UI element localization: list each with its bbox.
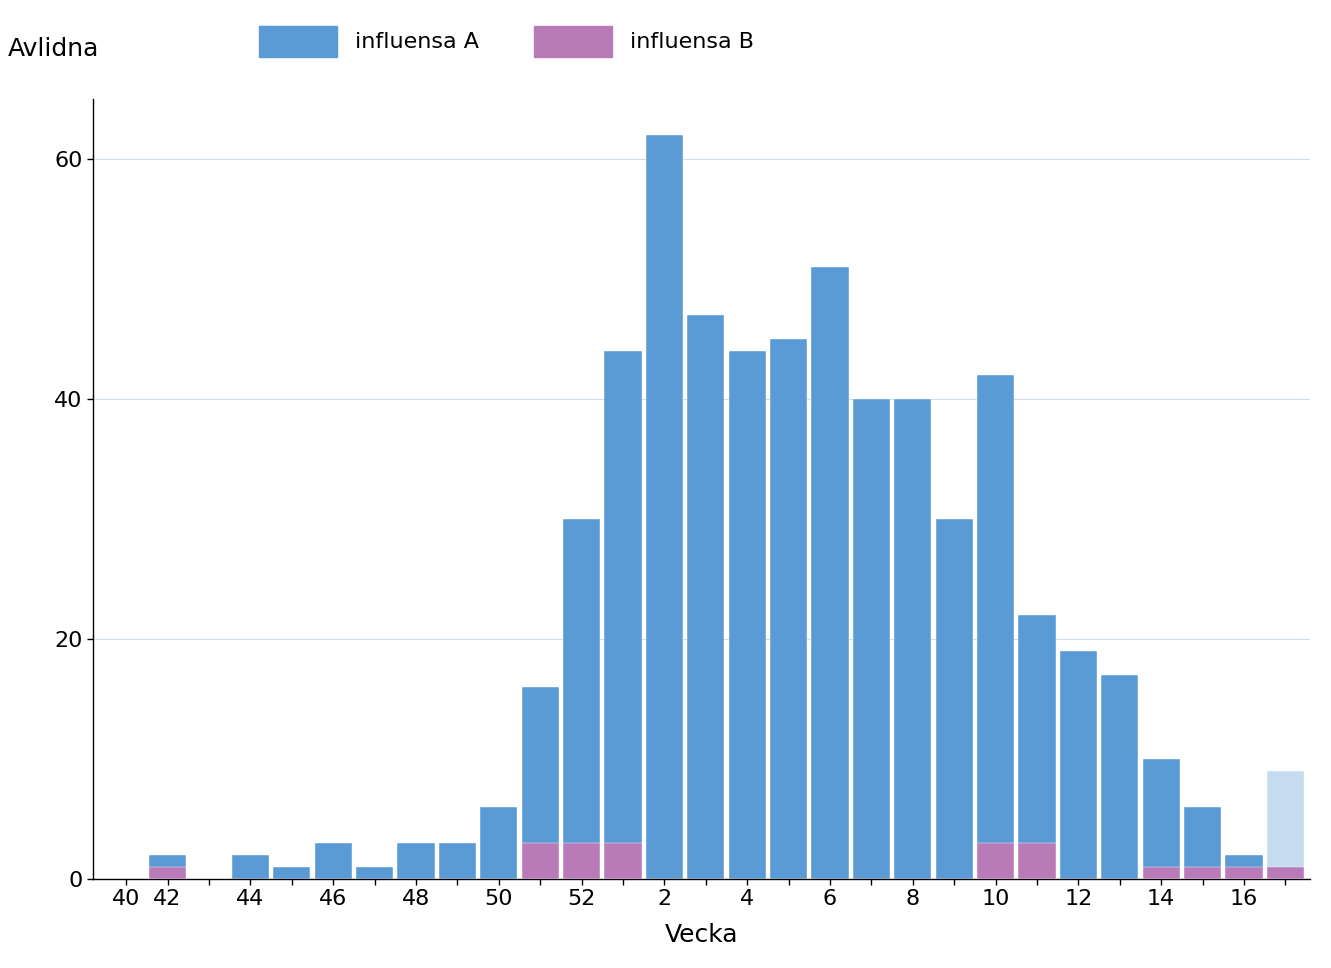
Bar [149, 867, 186, 879]
Bar [728, 351, 765, 879]
Bar [1267, 771, 1304, 879]
Bar [1226, 855, 1263, 879]
Bar [398, 843, 435, 879]
Bar [563, 843, 600, 879]
Bar [149, 855, 186, 879]
Text: Avlidna: Avlidna [8, 37, 100, 61]
Bar [273, 867, 310, 879]
Bar [522, 843, 559, 879]
Bar [314, 843, 351, 879]
Bar [1226, 867, 1263, 879]
Bar [1183, 807, 1221, 879]
Bar [604, 843, 642, 879]
Bar [563, 519, 600, 879]
Bar [232, 855, 269, 879]
Bar [977, 843, 1014, 879]
X-axis label: Vecka: Vecka [666, 923, 739, 947]
Bar [646, 136, 683, 879]
Bar [687, 315, 724, 879]
Bar [812, 267, 849, 879]
Bar [853, 399, 890, 879]
Bar [1018, 615, 1055, 879]
Bar [1142, 867, 1179, 879]
Bar [894, 399, 932, 879]
Bar [522, 687, 559, 879]
Bar [1101, 675, 1138, 879]
Bar [1059, 650, 1097, 879]
Bar [1183, 867, 1221, 879]
Bar [439, 843, 476, 879]
Bar [604, 351, 642, 879]
Bar [977, 375, 1014, 879]
Bar [936, 519, 973, 879]
Bar [769, 339, 807, 879]
Bar [1142, 759, 1179, 879]
Bar [1267, 867, 1304, 879]
Bar [480, 807, 518, 879]
Bar [1018, 843, 1055, 879]
Bar [355, 867, 393, 879]
Legend: influensa A, influensa B: influensa A, influensa B [250, 16, 763, 66]
